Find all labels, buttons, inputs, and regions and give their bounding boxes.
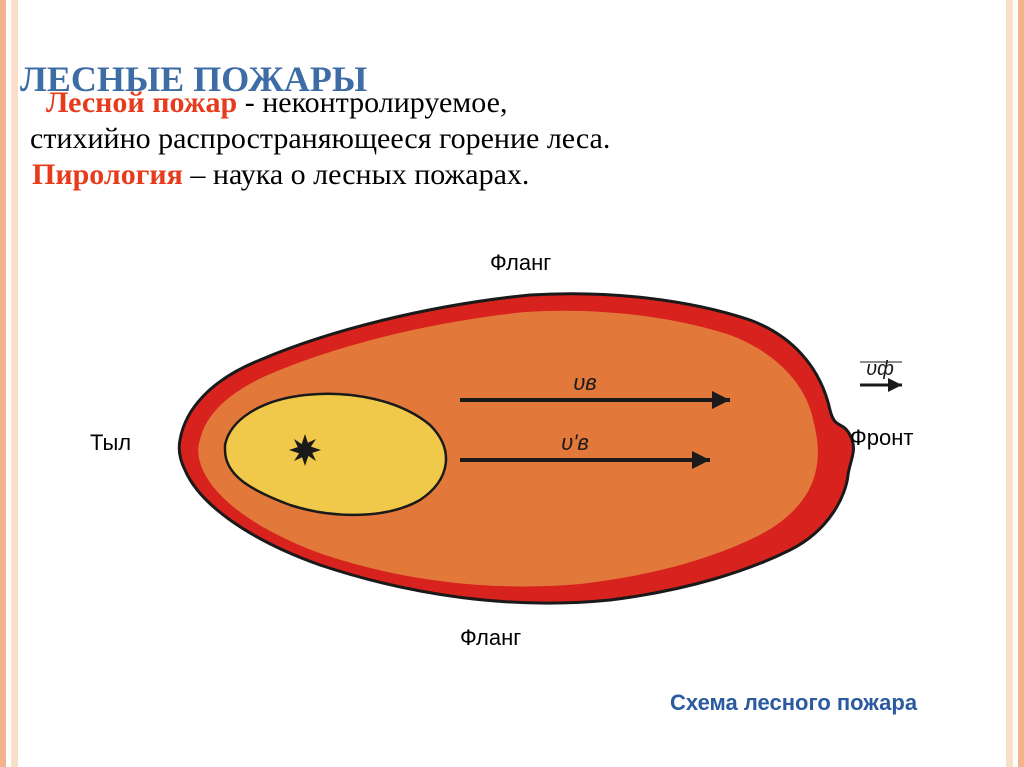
border-left xyxy=(0,0,18,767)
wind-arrow-lower-label: υ'в xyxy=(561,430,589,455)
fire-diagram-svg: υв υ'в υф xyxy=(130,250,910,650)
diagram-caption: Схема лесного пожара xyxy=(670,690,917,716)
label-front: Фронт xyxy=(850,425,913,451)
definition-rest-1: - неконтролируемое, xyxy=(237,86,507,119)
science-term: Пирология xyxy=(32,158,183,191)
border-right xyxy=(1006,0,1024,767)
definition-line-1: Лесной пожар - неконтролируемое, xyxy=(46,86,507,120)
front-arrow: υф xyxy=(860,358,902,392)
border-stripe-inner xyxy=(1006,0,1013,767)
wind-arrow-upper-label: υв xyxy=(573,370,597,395)
definition-line-2: стихийно распространяющееся горение леса… xyxy=(30,122,610,156)
science-rest: – наука о лесных пожарах. xyxy=(183,158,530,191)
label-flank-top: Фланг xyxy=(490,250,551,276)
science-line: Пирология – наука о лесных пожарах. xyxy=(32,158,529,192)
border-stripe-inner xyxy=(11,0,18,767)
label-rear: Тыл xyxy=(90,430,131,456)
label-flank-bottom: Фланг xyxy=(460,625,521,651)
fire-diagram: υв υ'в υф Фланг Фланг Тыл Фронт xyxy=(130,250,910,650)
front-arrow-label: υф xyxy=(866,358,894,380)
border-stripe-outer xyxy=(1018,0,1024,767)
definition-term: Лесной пожар xyxy=(46,86,237,119)
border-stripe-gap xyxy=(1013,0,1018,767)
